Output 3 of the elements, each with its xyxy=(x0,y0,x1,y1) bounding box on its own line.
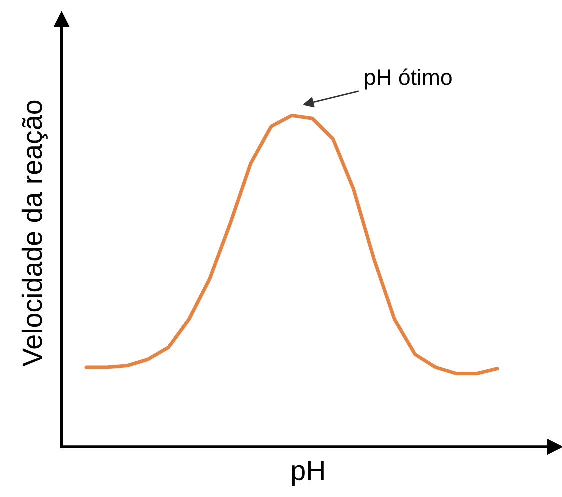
x-axis-title: pH xyxy=(292,461,324,486)
text: pH ótimo xyxy=(365,68,452,90)
y-axis-title: Velocidade da reação xyxy=(22,100,48,367)
